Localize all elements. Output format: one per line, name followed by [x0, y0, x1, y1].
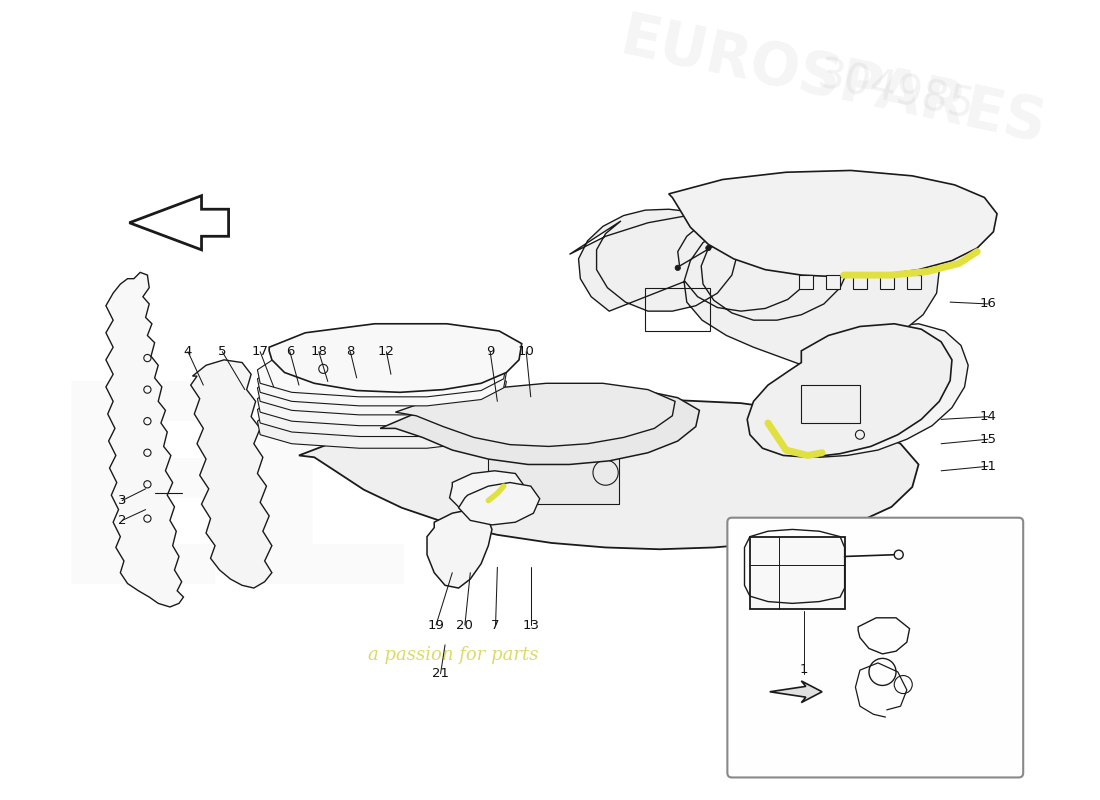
Polygon shape — [770, 681, 822, 702]
Text: 8: 8 — [346, 346, 354, 358]
Polygon shape — [669, 170, 997, 277]
Polygon shape — [257, 340, 506, 397]
Circle shape — [593, 460, 618, 486]
Polygon shape — [747, 324, 952, 458]
Text: 18: 18 — [310, 346, 327, 358]
Polygon shape — [257, 391, 506, 448]
Text: 20: 20 — [456, 618, 473, 631]
Text: 13: 13 — [522, 618, 539, 631]
Text: 304985: 304985 — [814, 54, 978, 128]
Text: 5: 5 — [218, 346, 227, 358]
Text: EL: EL — [45, 371, 413, 642]
Polygon shape — [299, 399, 918, 550]
Text: 19: 19 — [428, 618, 444, 631]
Text: 7: 7 — [492, 618, 499, 631]
Text: 17: 17 — [252, 346, 268, 358]
Text: 3: 3 — [118, 494, 127, 507]
Polygon shape — [826, 275, 840, 289]
Polygon shape — [459, 482, 540, 525]
Text: 12: 12 — [378, 346, 395, 358]
Circle shape — [894, 550, 903, 559]
Polygon shape — [130, 196, 229, 250]
Polygon shape — [257, 380, 506, 437]
Polygon shape — [106, 272, 184, 607]
Text: 6: 6 — [286, 346, 294, 358]
Text: EUROSPARES: EUROSPARES — [615, 10, 1050, 155]
Text: 14: 14 — [980, 410, 997, 423]
Polygon shape — [395, 383, 675, 446]
Bar — [488, 441, 619, 504]
Polygon shape — [766, 324, 968, 458]
Text: 1: 1 — [800, 662, 808, 676]
Bar — [750, 537, 845, 609]
Polygon shape — [257, 369, 506, 426]
Polygon shape — [906, 275, 922, 289]
Polygon shape — [852, 275, 867, 289]
Text: 2: 2 — [118, 514, 127, 527]
Circle shape — [675, 265, 681, 270]
Polygon shape — [570, 210, 939, 453]
Text: a passion for parts: a passion for parts — [368, 646, 539, 664]
Polygon shape — [880, 275, 894, 289]
Text: 4: 4 — [184, 346, 192, 358]
Polygon shape — [427, 510, 492, 588]
Polygon shape — [450, 470, 525, 513]
Polygon shape — [190, 360, 272, 588]
Text: 10: 10 — [518, 346, 535, 358]
Text: 15: 15 — [979, 433, 997, 446]
Polygon shape — [381, 387, 700, 465]
Text: 11: 11 — [979, 460, 997, 473]
FancyBboxPatch shape — [727, 518, 1023, 778]
Polygon shape — [270, 324, 521, 392]
Text: 21: 21 — [432, 667, 449, 680]
Bar — [801, 385, 860, 423]
Text: 16: 16 — [980, 298, 997, 310]
Polygon shape — [799, 275, 813, 289]
Circle shape — [706, 246, 711, 250]
Bar — [646, 288, 711, 331]
Polygon shape — [257, 349, 506, 406]
Text: 9: 9 — [486, 346, 494, 358]
Polygon shape — [257, 358, 506, 415]
